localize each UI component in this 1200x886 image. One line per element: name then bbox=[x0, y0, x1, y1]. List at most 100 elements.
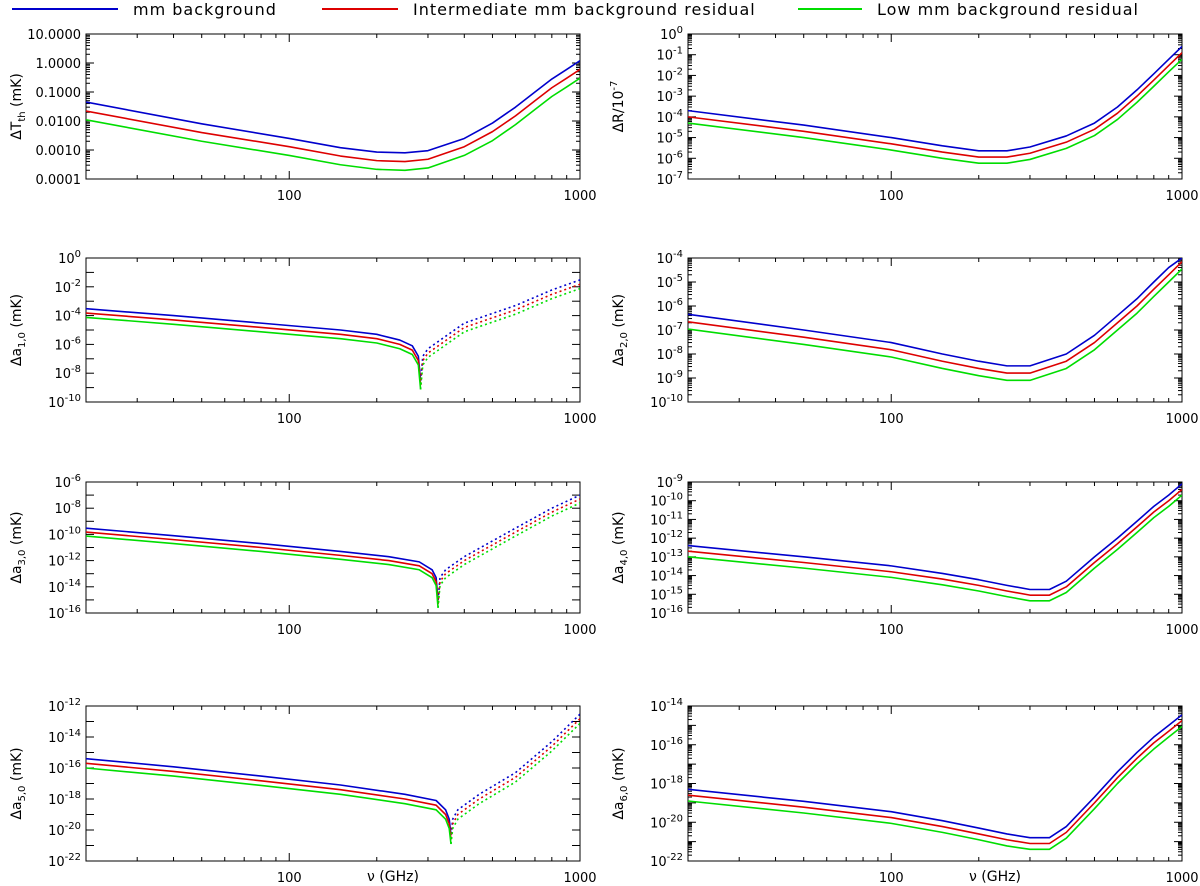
series-group bbox=[86, 713, 580, 845]
series-line-2 bbox=[688, 268, 1182, 382]
y-tick-label: 10-15 bbox=[650, 585, 683, 603]
x-tick-label: 1000 bbox=[563, 189, 596, 204]
series-line-0 bbox=[688, 483, 1182, 591]
y-tick-label: 10-8 bbox=[656, 345, 683, 363]
y-tick-label: 10-10 bbox=[48, 393, 81, 411]
y-tick-label: 10-11 bbox=[650, 510, 683, 528]
panel-dT: 100 1000 0.0001 0.0010 0.0100 0.1000 1.0000 10.… bbox=[9, 28, 597, 204]
y-tick-label: 10-2 bbox=[656, 66, 683, 84]
y-tick-label: 10-18 bbox=[48, 790, 81, 808]
y-tick-label: 0.0100 bbox=[36, 115, 82, 130]
series-group bbox=[86, 494, 580, 608]
x-ticks bbox=[687, 258, 1183, 402]
y-tick-label: 10-6 bbox=[54, 473, 81, 491]
panel-da1: 100 1000 10-10 10-8 10-6 10-4 10-2 100 Δa1,0 (mK… bbox=[9, 249, 597, 427]
y-tick-label: 10-8 bbox=[54, 364, 81, 382]
x-tick-label: 100 bbox=[879, 623, 904, 638]
x-ticks bbox=[85, 34, 581, 179]
x-tick-label: 100 bbox=[277, 871, 302, 886]
series-line-2 bbox=[688, 494, 1182, 602]
plot-frame bbox=[85, 481, 581, 614]
series-line-negative-2 bbox=[450, 722, 580, 845]
y-tick-label: 10-3 bbox=[656, 87, 683, 105]
panel-da6: 100 1000 10-22 10-20 10-18 10-16 10-14 Δa6,0 (m… bbox=[611, 697, 1199, 886]
panel-da4: 100 100010-1610-1510-1410-1310-1210-1110-… bbox=[611, 473, 1199, 638]
y-axis-label: ΔTth (mK) bbox=[9, 73, 28, 140]
y-tick-label: 10-18 bbox=[650, 775, 683, 793]
series-group bbox=[86, 60, 580, 172]
x-tick-label: 1000 bbox=[1165, 189, 1198, 204]
x-tick-label: 1000 bbox=[1165, 412, 1198, 427]
panel-da5: 100 1000 10-22 10-20 10-18 10-16 10-14 10-12 Δa5… bbox=[9, 697, 597, 886]
y-tick-label: 10-6 bbox=[656, 149, 683, 167]
x-tick-label: 100 bbox=[277, 189, 302, 204]
plot-frame bbox=[687, 481, 1183, 614]
y-tick-label: 10.0000 bbox=[27, 28, 81, 43]
y-tick-label: 10-16 bbox=[650, 736, 683, 754]
series-group bbox=[688, 714, 1182, 851]
series-line-0 bbox=[86, 757, 452, 835]
y-tick-label: 10-1 bbox=[656, 46, 683, 64]
y-tick-label: 10-4 bbox=[656, 249, 683, 267]
legend-label-2: Low mm background residual bbox=[877, 0, 1139, 19]
y-axis-label: Δa5,0 (mK) bbox=[9, 747, 28, 819]
y-tick-label: 0.0010 bbox=[36, 144, 82, 159]
y-tick-label: 10-22 bbox=[650, 852, 683, 870]
series-line-negative-0 bbox=[437, 494, 580, 600]
y-tick-label: 10-12 bbox=[650, 529, 683, 547]
legend: mm background Intermediate mm background … bbox=[12, 0, 1139, 19]
x-tick-label: 100 bbox=[277, 412, 302, 427]
series-line-1 bbox=[86, 68, 580, 163]
x-tick-label: 100 bbox=[879, 189, 904, 204]
series-line-negative-2 bbox=[419, 287, 580, 390]
series-line-2 bbox=[688, 725, 1182, 851]
x-tick-label: 1000 bbox=[563, 412, 596, 427]
x-tick-label: 100 bbox=[277, 623, 302, 638]
y-ticks bbox=[688, 257, 1182, 403]
plot-frame bbox=[85, 33, 581, 180]
y-tick-label: 10-13 bbox=[650, 548, 683, 566]
series-group bbox=[688, 483, 1182, 602]
series-line-negative-1 bbox=[437, 498, 580, 604]
series-line-1 bbox=[688, 52, 1182, 158]
x-tick-label: 1000 bbox=[563, 623, 596, 638]
y-tick-label: 10-10 bbox=[650, 492, 683, 510]
y-tick-label: 10-14 bbox=[650, 567, 683, 585]
series-line-2 bbox=[86, 535, 439, 608]
panel-da3: 100 1000 10-16 10-14 10-12 10-10 10-8 10-6 Δa3,0… bbox=[9, 473, 597, 638]
y-tick-label: 100 bbox=[660, 25, 683, 43]
series-line-1 bbox=[86, 531, 439, 604]
series-line-1 bbox=[688, 720, 1182, 845]
y-tick-label: 10-7 bbox=[656, 321, 683, 339]
y-tick-label: 10-16 bbox=[48, 604, 81, 622]
x-axis-label: ν (GHz) bbox=[367, 869, 419, 885]
x-tick-label: 100 bbox=[879, 412, 904, 427]
series-line-0 bbox=[86, 307, 422, 381]
series-group bbox=[688, 258, 1182, 382]
y-tick-label: 10-20 bbox=[48, 821, 81, 839]
series-line-negative-0 bbox=[450, 713, 580, 835]
y-tick-label: 1.0000 bbox=[36, 57, 82, 72]
y-tick-label: 10-9 bbox=[656, 473, 683, 491]
y-tick-label: 10-4 bbox=[656, 108, 683, 126]
x-ticks bbox=[687, 482, 1183, 613]
series-line-0 bbox=[86, 527, 439, 600]
y-tick-label: 0.0001 bbox=[36, 173, 82, 188]
series-line-2 bbox=[86, 316, 422, 390]
series-line-negative-0 bbox=[419, 279, 580, 381]
y-ticks bbox=[86, 33, 580, 180]
y-tick-label: 10-8 bbox=[54, 499, 81, 517]
y-tick-label: 10-14 bbox=[48, 578, 81, 596]
y-tick-label: 10-6 bbox=[54, 335, 81, 353]
y-tick-label: 10-9 bbox=[656, 369, 683, 387]
y-tick-label: 10-10 bbox=[48, 525, 81, 543]
series-line-0 bbox=[688, 258, 1182, 367]
y-tick-label: 10-16 bbox=[48, 759, 81, 777]
series-group bbox=[86, 279, 580, 390]
y-axis-label: Δa1,0 (mK) bbox=[9, 294, 28, 366]
series-group bbox=[688, 45, 1182, 164]
legend-label-0: mm background bbox=[133, 0, 277, 19]
x-tick-label: 1000 bbox=[563, 871, 596, 886]
y-axis-label: ΔR/10-7 bbox=[609, 81, 627, 133]
